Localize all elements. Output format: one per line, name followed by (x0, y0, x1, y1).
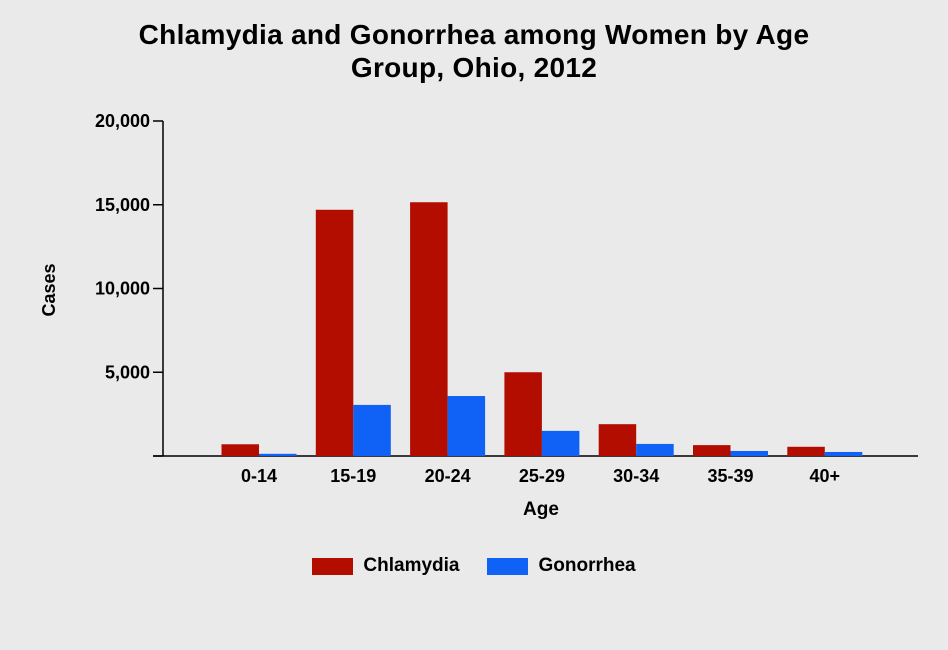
x-tick-label: 20-24 (425, 466, 471, 486)
bar-gonorrhea-35-39 (730, 450, 768, 456)
bar-chlamydia-20-24 (410, 202, 448, 456)
x-tick-label: 40+ (810, 466, 841, 486)
bar-gonorrhea-25-29 (541, 430, 580, 456)
y-tick-label: 15,000 (95, 195, 150, 215)
legend-swatch-chlamydia (312, 557, 354, 575)
bar-gonorrhea-30-34 (636, 443, 674, 456)
bars (221, 202, 863, 456)
y-axis-label: Cases (39, 263, 59, 316)
chart-title-line-1: Chlamydia and Gonorrhea among Women by A… (138, 19, 810, 50)
bar-chlamydia-35-39 (693, 445, 731, 456)
bar-chlamydia-0-14 (221, 444, 259, 456)
chart-title-line-2: Group, Ohio, 2012 (350, 52, 598, 83)
legend-item-chlamydia: Chlamydia (312, 555, 459, 577)
bar-gonorrhea-15-19 (353, 404, 391, 456)
y-tick-label: 10,000 (95, 279, 150, 299)
y-tick-label: 5,000 (105, 362, 150, 382)
bar-chlamydia-30-34 (598, 424, 637, 456)
x-axis-label: Age (523, 499, 559, 520)
x-tick-label: 35-39 (707, 466, 753, 486)
y-axis-ticks: 5,000 10,000 15,000 20,000 (95, 111, 163, 457)
legend-label-gonorrhea: Gonorrhea (538, 555, 636, 576)
x-tick-label: 15-19 (330, 466, 376, 486)
bar-gonorrhea-20-24 (447, 396, 486, 456)
y-tick-label: 20,000 (95, 111, 150, 131)
bar-chlamydia-25-29 (504, 372, 542, 456)
legend-swatch-gonorrhea (487, 557, 529, 575)
chart-title: Chlamydia and Gonorrhea among Women by A… (0, 18, 948, 84)
bar-gonorrhea-40+ (824, 451, 863, 456)
bar-chlamydia-40+ (787, 446, 825, 456)
x-tick-label: 25-29 (519, 466, 565, 486)
x-tick-label: 0-14 (241, 466, 277, 486)
x-tick-label: 30-34 (613, 466, 659, 486)
bar-chlamydia-15-19 (315, 209, 354, 456)
bar-gonorrhea-0-14 (259, 453, 297, 456)
x-axis-ticks: 0-14 15-19 20-24 25-29 30-34 35-39 40+ (241, 466, 840, 486)
legend-item-gonorrhea: Gonorrhea (487, 555, 636, 577)
legend: Chlamydia Gonorrhea (0, 555, 948, 577)
legend-label-chlamydia: Chlamydia (363, 555, 460, 576)
